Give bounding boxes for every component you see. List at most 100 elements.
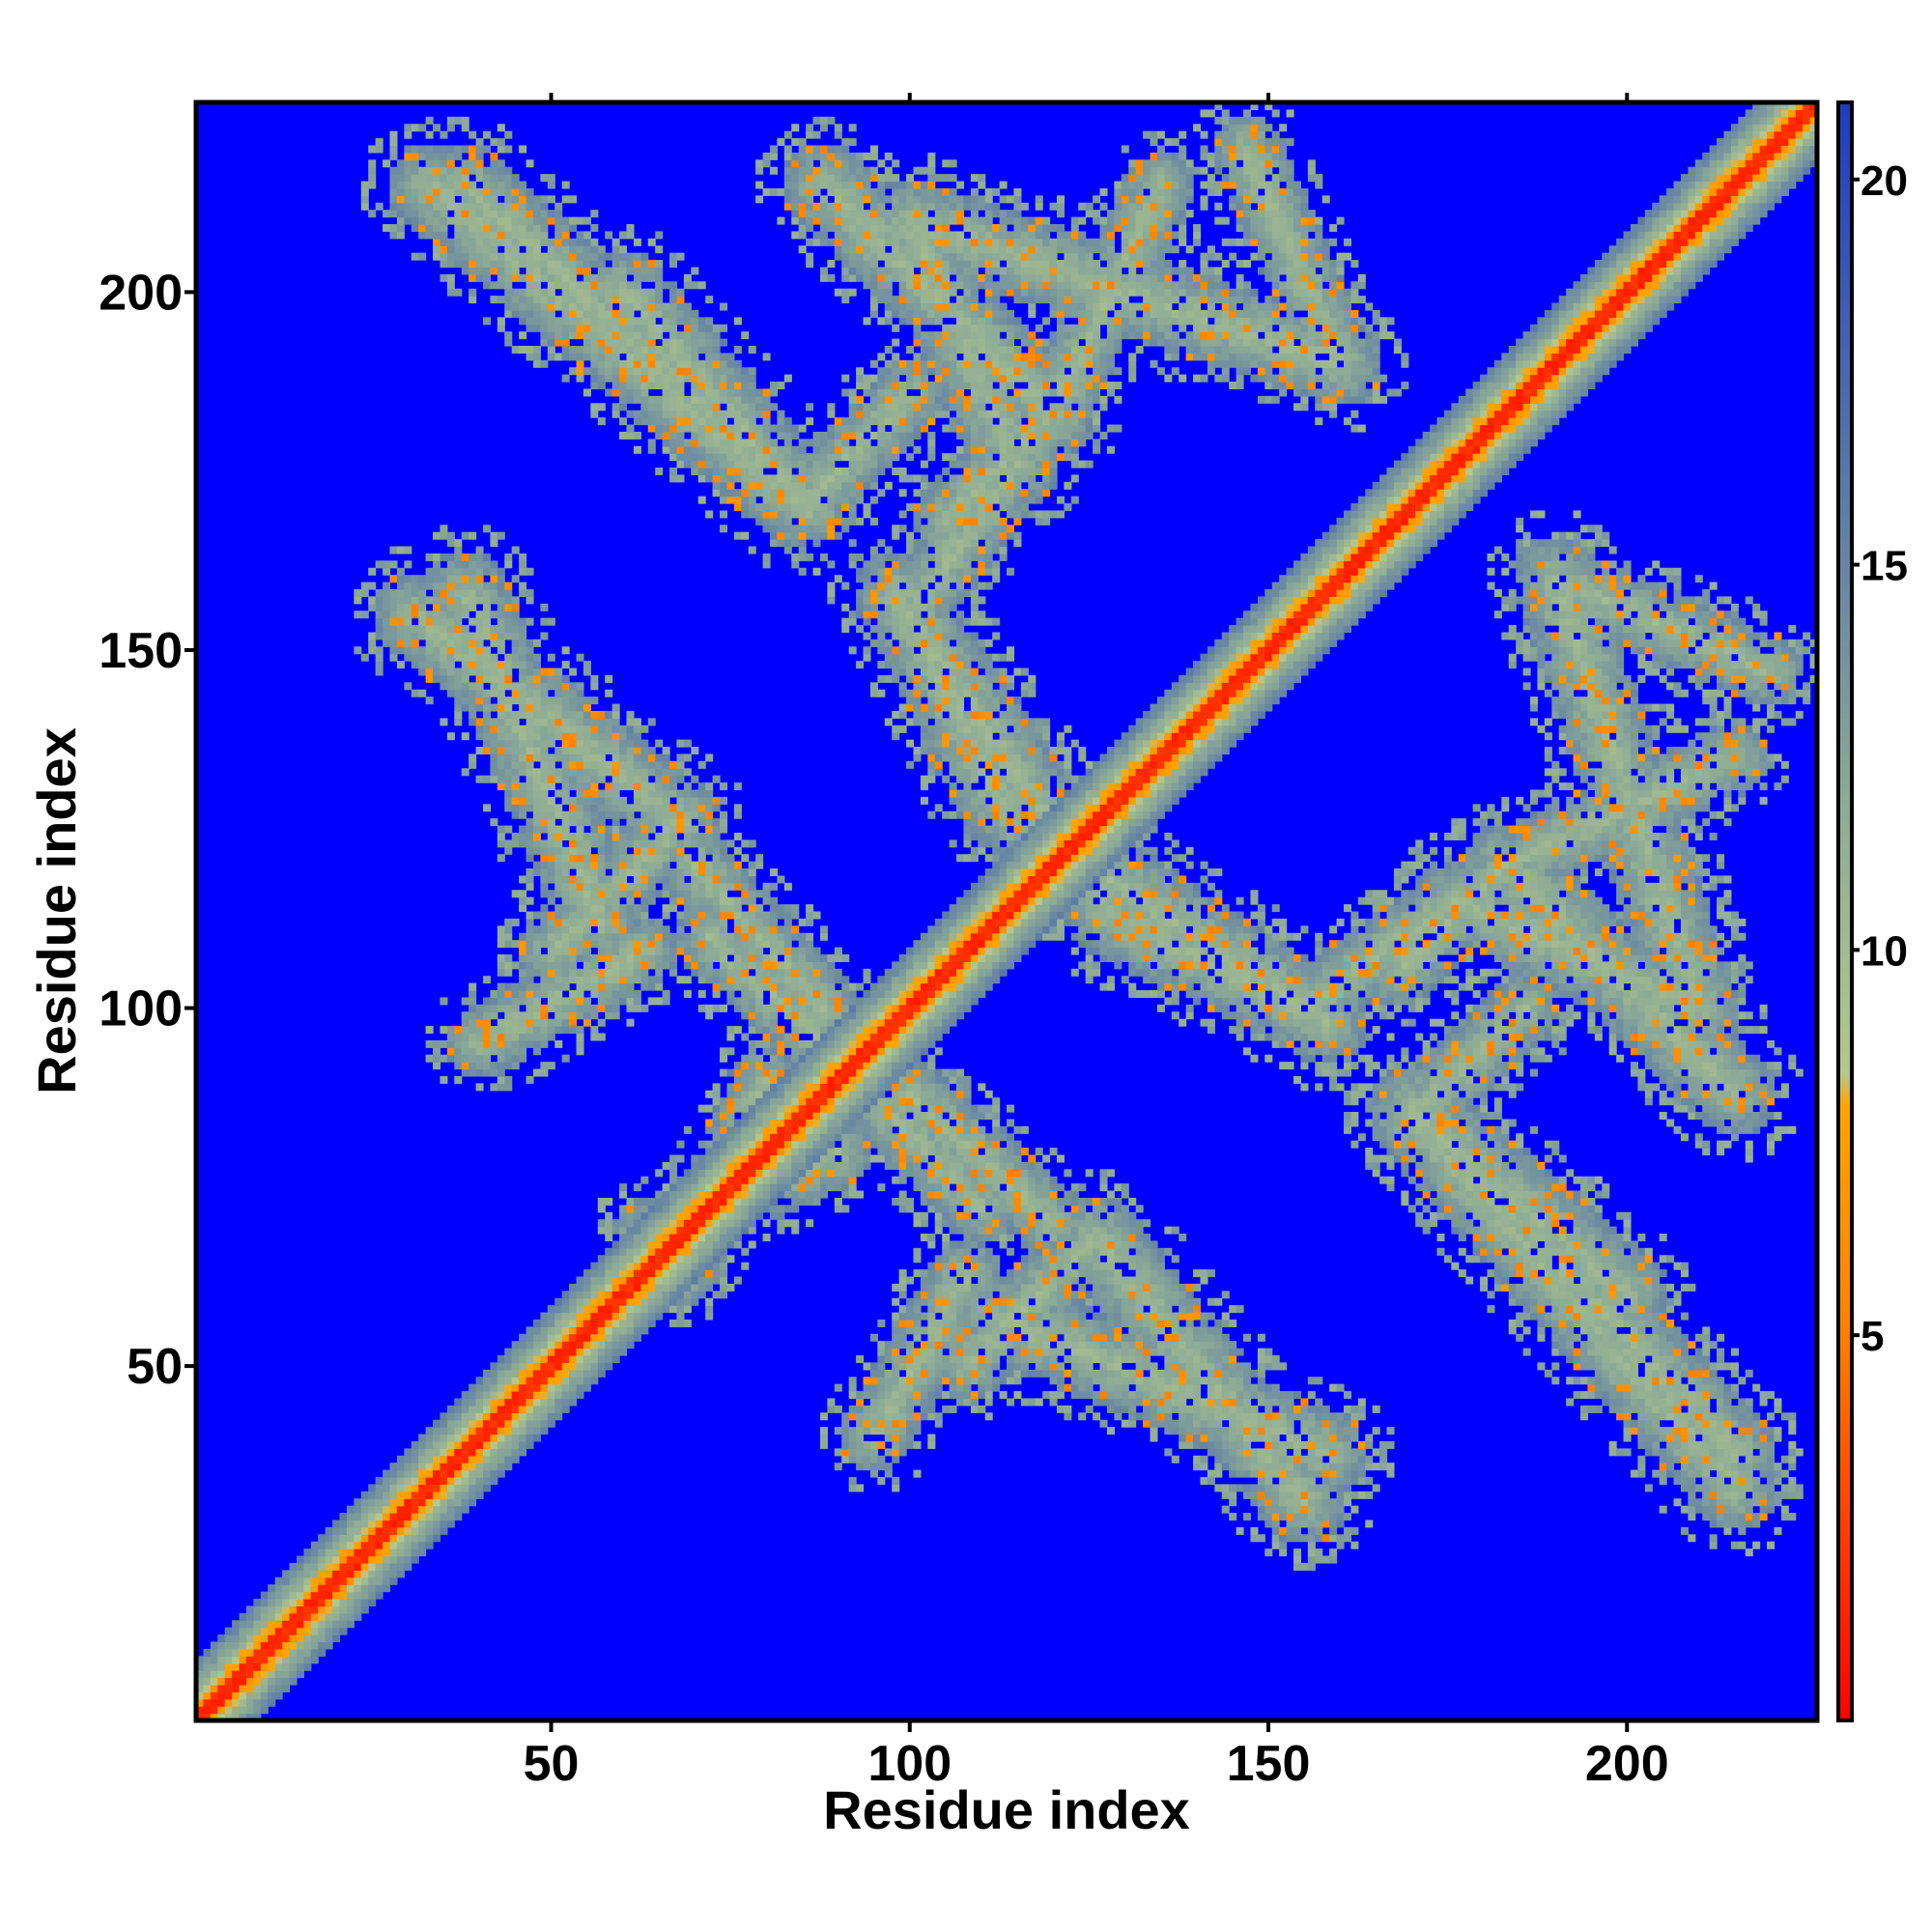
- heatmap-cell: [569, 875, 578, 884]
- heatmap-cell: [783, 1133, 792, 1142]
- heatmap-cell: [582, 281, 591, 290]
- heatmap-cell: [461, 1469, 469, 1478]
- heatmap-cell: [532, 1047, 541, 1056]
- heatmap-cell: [733, 467, 742, 475]
- heatmap-cell: [590, 1348, 599, 1356]
- heatmap-cell: [461, 588, 469, 597]
- heatmap-cell: [375, 1548, 384, 1557]
- heatmap-cell: [791, 968, 800, 977]
- heatmap-cell: [697, 890, 706, 898]
- heatmap-cell: [490, 596, 498, 605]
- heatmap-cell: [733, 531, 742, 540]
- heatmap-cell: [741, 918, 750, 926]
- heatmap-cell: [697, 882, 706, 891]
- heatmap-cell: [482, 525, 492, 533]
- heatmap-cell: [691, 882, 699, 891]
- heatmap-cell: [597, 953, 606, 962]
- heatmap-cell: [812, 1004, 821, 1012]
- heatmap-cell: [720, 374, 728, 383]
- heatmap-cell: [619, 288, 628, 297]
- heatmap-cell: [669, 825, 678, 834]
- heatmap-cell: [576, 796, 584, 805]
- heatmap-cell: [454, 1484, 463, 1492]
- heatmap-cell: [712, 839, 721, 848]
- heatmap-cell: [469, 653, 477, 662]
- heatmap-cell: [726, 997, 735, 1006]
- heatmap-cell: [504, 231, 513, 240]
- heatmap-cell: [332, 1612, 341, 1621]
- heatmap-cell: [633, 796, 641, 805]
- heatmap-cell: [554, 768, 563, 777]
- heatmap-cell: [733, 982, 742, 991]
- heatmap-cell: [461, 632, 469, 640]
- heatmap-cell: [482, 1011, 492, 1020]
- heatmap-cell: [296, 1605, 304, 1614]
- heatmap-cell: [755, 431, 764, 440]
- heatmap-cell: [812, 911, 821, 920]
- heatmap-cell: [683, 1219, 692, 1228]
- heatmap-cell: [354, 1612, 362, 1621]
- heatmap-cell: [791, 932, 800, 941]
- heatmap-cell: [547, 309, 555, 318]
- heatmap-cell: [777, 1104, 785, 1113]
- heatmap-cell: [597, 296, 606, 304]
- heatmap-cell: [346, 1541, 355, 1549]
- heatmap-cell: [547, 839, 555, 848]
- heatmap-cell: [683, 1205, 692, 1213]
- heatmap-cell: [697, 453, 706, 462]
- heatmap-cell: [819, 1140, 828, 1149]
- heatmap-cell: [519, 639, 527, 647]
- heatmap-cell: [404, 653, 412, 662]
- heatmap-cell: [504, 1047, 513, 1056]
- heatmap-cell: [475, 1377, 484, 1385]
- heatmap-cell: [762, 1104, 771, 1113]
- heatmap-cell: [497, 603, 505, 611]
- heatmap-cell: [561, 374, 570, 383]
- heatmap-cell: [526, 689, 534, 697]
- heatmap-cell: [582, 724, 591, 733]
- heatmap-cell: [582, 1276, 591, 1285]
- heatmap-cell: [697, 932, 706, 941]
- heatmap-cell: [705, 453, 714, 462]
- heatmap-cell: [303, 1627, 312, 1635]
- heatmap-cell: [497, 1434, 505, 1442]
- heatmap-cell: [461, 116, 469, 125]
- heatmap-cell: [597, 861, 606, 869]
- heatmap-cell: [519, 1448, 527, 1457]
- heatmap-cell: [454, 1054, 463, 1063]
- heatmap-cell: [582, 1269, 591, 1278]
- heatmap-cell: [626, 1197, 635, 1206]
- heatmap-cell: [619, 810, 628, 819]
- heatmap-cell: [582, 1004, 591, 1012]
- heatmap-cell: [647, 417, 656, 426]
- heatmap-cell: [497, 1026, 505, 1035]
- heatmap-cell: [762, 439, 771, 447]
- heatmap-cell: [748, 1140, 756, 1149]
- heatmap-cell: [383, 1505, 391, 1514]
- heatmap-cell: [554, 1018, 563, 1027]
- heatmap-cell: [633, 968, 641, 977]
- heatmap-cell: [239, 1656, 247, 1664]
- heatmap-cell: [683, 309, 692, 318]
- heatmap-cell: [368, 166, 377, 175]
- heatmap-cell: [547, 682, 555, 691]
- heatmap-cell: [597, 982, 606, 991]
- heatmap-cell: [532, 668, 541, 676]
- heatmap-cell: [504, 775, 513, 783]
- heatmap-cell: [253, 1627, 262, 1635]
- heatmap-cell: [389, 202, 398, 211]
- heatmap-cell: [762, 940, 771, 949]
- heatmap-cell: [691, 796, 699, 805]
- heatmap-cell: [605, 739, 613, 748]
- heatmap-cell: [777, 1047, 785, 1056]
- heatmap-cell: [748, 374, 756, 383]
- heatmap-cell: [532, 273, 541, 282]
- heatmap-cell: [375, 625, 384, 634]
- heatmap-cell: [354, 1548, 362, 1557]
- heatmap-cell: [683, 410, 692, 418]
- heatmap-cell: [346, 1520, 355, 1528]
- heatmap-cell: [611, 410, 620, 418]
- heatmap-cell: [245, 1634, 254, 1643]
- heatmap-cell: [561, 1391, 570, 1400]
- heatmap-cell: [769, 474, 779, 483]
